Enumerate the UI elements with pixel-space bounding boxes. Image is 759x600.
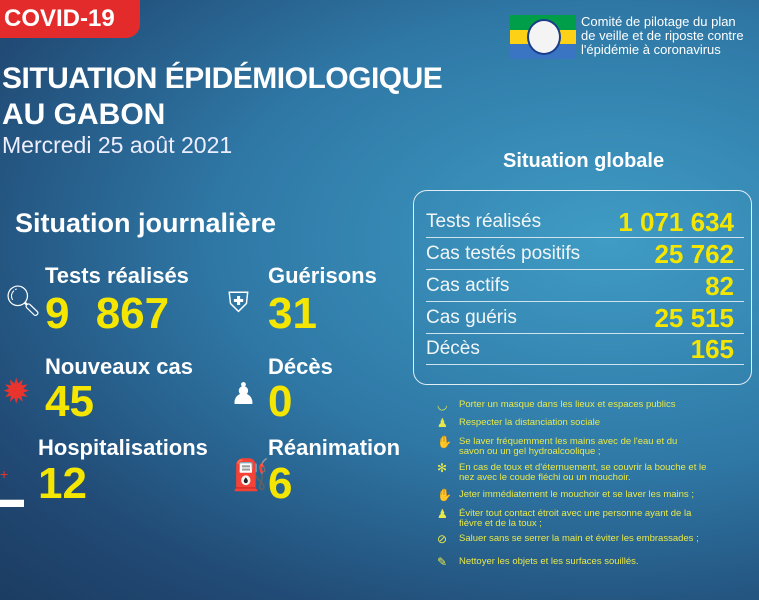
stat-label: Nouveaux cas xyxy=(45,354,193,379)
virus-icon: ✹ xyxy=(2,373,31,411)
cleaning-icon: ✎ xyxy=(437,555,448,569)
tip-text: Saluer sans se serrer la main et éviter … xyxy=(459,533,699,544)
shield-cross-icon: ⛨ xyxy=(228,287,250,318)
tip-text: Porter un masque dans les lieux et espac… xyxy=(459,399,676,410)
row-label: Cas testés positifs xyxy=(426,243,581,264)
tip-item: ✻ En cas de toux et d'éternuement, se cou… xyxy=(437,461,722,490)
table-row: Cas testés positifs 25 762 xyxy=(426,239,744,270)
report-date: Mercredi 25 août 2021 xyxy=(2,132,233,158)
tip-item: ✋ Se laver fréquemment les mains avec de … xyxy=(437,435,702,463)
table-row: Décès 165 xyxy=(426,334,744,365)
table-row: Cas actifs 82 xyxy=(426,271,744,302)
row-value: 25 762 xyxy=(654,238,734,269)
tip-text: En cas de toux et d'éternuement, se couv… xyxy=(459,462,707,483)
prevention-tips: ◡ Porter un masque dans les lieux et espa… xyxy=(437,398,757,575)
tip-text: Se laver fréquemment les mains avec de l… xyxy=(459,436,678,457)
seal-icon xyxy=(527,19,561,55)
tip-item: ♟ Éviter tout contact étroit avec une per… xyxy=(437,507,717,534)
daily-title: Situation journalière xyxy=(15,208,277,238)
row-value: 25 515 xyxy=(654,302,734,333)
page-title-line2: AU GABON xyxy=(2,98,166,131)
gabon-flag-logo xyxy=(510,15,576,60)
hospital-bed-icon: + ▬ xyxy=(0,466,24,513)
stat-label: Guérisons xyxy=(268,263,377,288)
stat-value: 0 xyxy=(268,377,293,426)
no-handshake-icon: ⊘ xyxy=(437,532,448,546)
stat-value: 9 867 xyxy=(45,289,170,338)
tip-item: ✋ Jeter immédiatement le mouchoir et se l… xyxy=(437,488,757,509)
row-value: 1 071 634 xyxy=(618,206,734,237)
row-label: Cas guéris xyxy=(426,307,517,328)
org-line: l'épidémie à coronavirus xyxy=(581,42,721,57)
global-table: Tests réalisés 1 071 634 Cas testés posit… xyxy=(413,190,752,385)
tip-text: Nettoyer les objets et les surfaces soui… xyxy=(459,556,639,567)
stat-value: 6 xyxy=(268,459,293,508)
row-label: Décès xyxy=(426,338,480,359)
org-line: Comité de pilotage du plan xyxy=(581,14,736,29)
mask-icon: ◡ xyxy=(437,398,448,412)
person-icon: ♟ xyxy=(230,378,257,411)
row-label: Cas actifs xyxy=(426,275,510,296)
covid-tag: COVID-19 xyxy=(0,0,140,38)
table-row: Cas guéris 25 515 xyxy=(426,303,744,334)
tip-text: Respecter la distanciation sociale xyxy=(459,417,600,428)
avoid-contact-icon: ♟ xyxy=(437,507,448,521)
stat-value: 45 xyxy=(45,377,94,426)
global-title: Situation globale xyxy=(503,150,665,172)
tissue-icon: ✋ xyxy=(437,488,452,502)
tip-item: ♟ Respecter la distanciation sociale xyxy=(437,416,757,437)
stat-value: 31 xyxy=(268,289,317,338)
tip-item: ⊘ Saluer sans se serrer la main et éviter… xyxy=(437,532,757,557)
tip-text: Jeter immédiatement le mouchoir et se la… xyxy=(459,489,694,500)
stat-label: Tests réalisés xyxy=(45,263,189,288)
org-line: de veille et de riposte contre xyxy=(581,28,744,43)
row-value: 82 xyxy=(705,270,734,301)
stat-label: Hospitalisations xyxy=(38,435,208,460)
cough-icon: ✻ xyxy=(437,461,448,475)
tip-item: ✎ Nettoyer les objets et les surfaces sou… xyxy=(437,555,757,575)
tip-text: Éviter tout contact étroit avec une pers… xyxy=(459,508,692,529)
magnifier-icon: 🔍︎ xyxy=(4,285,43,318)
oxygen-tank-icon: ⛽ xyxy=(232,459,270,492)
tip-item: ◡ Porter un masque dans les lieux et espa… xyxy=(437,398,757,418)
stat-label: Réanimation xyxy=(268,435,401,460)
handwash-icon: ✋ xyxy=(437,435,452,449)
stat-label: Décès xyxy=(268,354,333,379)
organization-name: Comité de pilotage du plan de veille et … xyxy=(581,15,744,57)
row-value: 165 xyxy=(690,333,734,364)
stat-value: 12 xyxy=(38,459,87,508)
page-title: SITUATION ÉPIDÉMIOLOGIQUE xyxy=(2,62,443,95)
table-row: Tests réalisés 1 071 634 xyxy=(426,207,744,238)
row-label: Tests réalisés xyxy=(426,211,542,232)
distance-icon: ♟ xyxy=(437,416,448,430)
